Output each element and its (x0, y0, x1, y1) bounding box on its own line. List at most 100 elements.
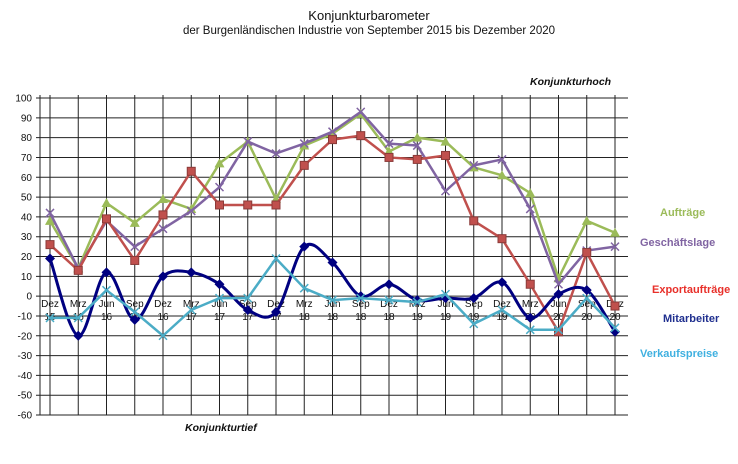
x-tick-label: Dez (267, 299, 285, 310)
data-point-auftrge (186, 203, 197, 213)
data-point-auftrge (158, 194, 168, 204)
data-point-verkaufspreise (384, 295, 394, 305)
x-tick-label: 19 (440, 312, 452, 323)
y-tick-label: -50 (18, 391, 33, 402)
data-point-geschftslage (186, 206, 196, 216)
data-point-verkaufspreise (101, 285, 112, 295)
legend-mitarbeiter: Mitarbeiter (663, 313, 720, 325)
data-point-mitarbeiter (186, 267, 197, 278)
x-tick-label: 18 (327, 312, 339, 323)
y-tick-label: -10 (18, 311, 33, 322)
x-tick-label: Jun (437, 299, 453, 310)
data-point-exportauftrge (186, 166, 196, 176)
data-point-geschftslage (130, 242, 140, 252)
data-point-auftrge (412, 132, 423, 142)
y-tick-label: 60 (21, 173, 33, 184)
data-point-auftrge (45, 215, 55, 225)
data-point-mitarbeiter (242, 304, 253, 315)
data-point-exportauftrge (130, 255, 140, 265)
y-tick-label: -20 (18, 331, 33, 342)
x-tick-label: Sep (126, 299, 144, 310)
data-point-mitarbeiter (299, 241, 310, 252)
data-point-mitarbeiter (581, 285, 592, 296)
data-point-verkaufspreise (243, 293, 253, 303)
x-tick-label: Jun (98, 299, 114, 310)
data-point-geschftslage (384, 139, 394, 149)
x-tick-label: Dez (380, 299, 398, 310)
data-point-exportauftrge (45, 240, 55, 250)
data-point-verkaufspreise (469, 319, 479, 329)
x-tick-label: Sep (239, 299, 257, 310)
x-tick-label: 20 (581, 312, 593, 323)
x-tick-label: 20 (553, 312, 565, 323)
data-point-auftrge (497, 170, 507, 180)
x-tick-label: Sep (352, 299, 370, 310)
data-point-verkaufspreise (271, 253, 281, 264)
data-point-geschftslage (299, 139, 309, 149)
data-point-mitarbeiter (73, 330, 84, 341)
data-point-exportauftrge (610, 301, 620, 311)
x-tick-label: Jun (324, 299, 340, 310)
data-point-geschftslage (327, 127, 338, 137)
data-point-mitarbeiter (327, 257, 338, 268)
data-point-mitarbeiter (525, 312, 536, 323)
data-point-exportauftrge (215, 200, 224, 210)
x-tick-label: 18 (383, 312, 395, 323)
x-tick-label: Mrz (522, 299, 539, 310)
data-point-verkaufspreise (327, 295, 338, 305)
data-point-exportauftrge (441, 150, 450, 160)
data-point-auftrge (581, 215, 592, 225)
data-point-exportauftrge (299, 160, 309, 170)
data-point-verkaufspreise (497, 305, 507, 315)
x-tick-label: Jun (550, 299, 566, 310)
x-tick-label: 19 (468, 312, 480, 323)
annotation-konjunkturhoch: Konjunkturhoch (530, 76, 612, 88)
data-point-geschftslage (525, 204, 535, 214)
data-point-verkaufspreise (356, 293, 366, 303)
x-tick-label: Dez (493, 299, 511, 310)
data-point-exportauftrge (328, 135, 337, 145)
legend-exportauftraege: Exportaufträge (652, 284, 731, 296)
x-tick-label: 17 (270, 312, 282, 323)
data-point-exportauftrge (243, 200, 253, 210)
data-point-exportauftrge (582, 248, 592, 258)
annotation-konjunkturtief: Konjunkturtief (185, 422, 257, 434)
x-tick-label: Dez (41, 299, 59, 310)
data-point-auftrge (214, 158, 225, 168)
data-point-exportauftrge (469, 216, 479, 226)
data-point-verkaufspreise (130, 307, 140, 317)
data-point-auftrge (101, 198, 112, 208)
data-point-exportauftrge (412, 154, 422, 164)
x-tick-label: 16 (101, 312, 113, 323)
data-point-geschftslage (356, 107, 366, 117)
data-point-verkaufspreise (582, 293, 592, 303)
data-point-exportauftrge (525, 279, 535, 289)
x-tick-label: Mrz (70, 299, 87, 310)
data-point-geschftslage (158, 224, 168, 234)
data-point-mitarbeiter (497, 277, 507, 288)
data-point-auftrge (299, 140, 310, 150)
x-tick-label: 16 (157, 312, 169, 323)
data-point-verkaufspreise (525, 325, 535, 335)
data-point-verkaufspreise (158, 331, 168, 341)
data-point-mitarbeiter (129, 314, 140, 325)
data-point-auftrge (440, 136, 451, 146)
data-point-auftrge (525, 188, 536, 198)
data-point-mitarbeiter (158, 271, 168, 282)
x-tick-label: 17 (214, 312, 226, 323)
y-tick-label: 40 (21, 212, 33, 223)
data-point-mitarbeiter (553, 289, 564, 300)
data-point-mitarbeiter (271, 306, 281, 317)
legend-geschaeftslage: Geschäftslage (640, 237, 716, 249)
x-tick-label: Mrz (296, 299, 313, 310)
data-point-geschftslage (497, 154, 507, 164)
data-point-geschftslage (412, 141, 422, 151)
y-tick-label: 80 (21, 133, 33, 144)
data-point-geschftslage (271, 148, 281, 159)
chart-title: Konjunkturbarometer (308, 8, 430, 23)
x-tick-label: Mrz (183, 299, 200, 310)
data-point-geschftslage (553, 279, 564, 289)
data-point-exportauftrge (158, 210, 168, 220)
